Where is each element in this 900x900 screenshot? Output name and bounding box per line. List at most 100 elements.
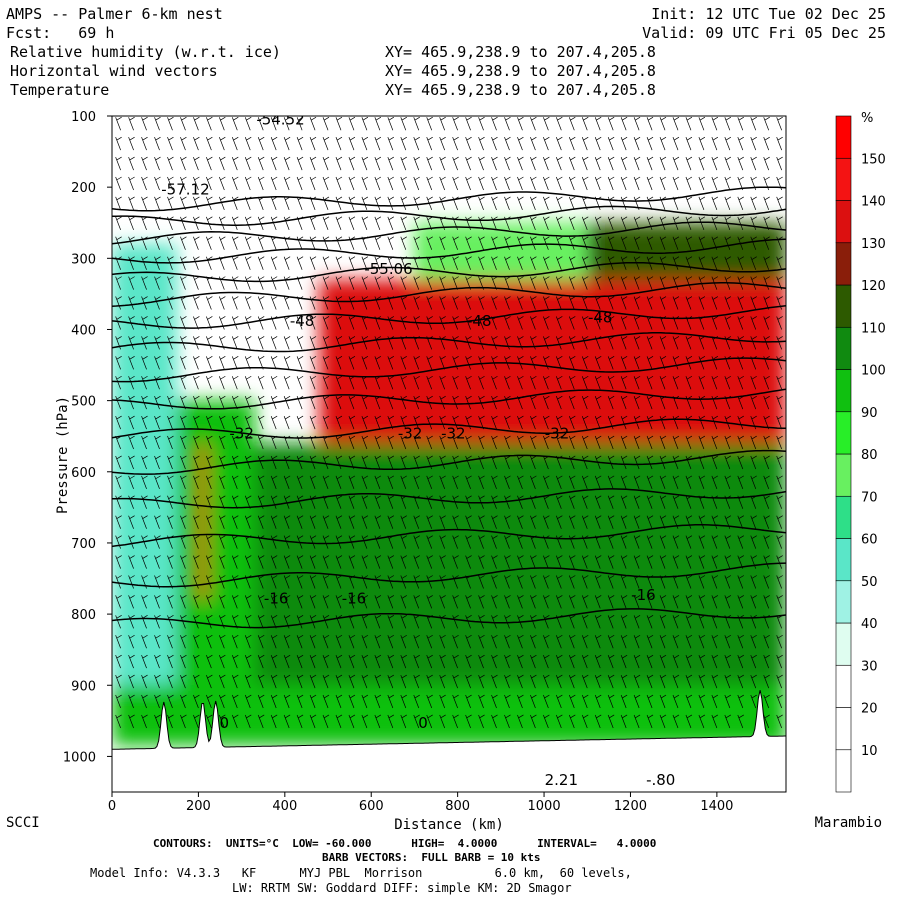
wind-barb <box>452 654 459 669</box>
wind-barb <box>581 176 589 191</box>
wind-barb <box>452 535 459 549</box>
wind-barb <box>478 136 485 151</box>
wind-barb <box>400 535 407 549</box>
wind-barb <box>581 595 589 609</box>
wind-barb <box>167 156 174 171</box>
wind-barb <box>413 216 420 230</box>
wind-barb <box>478 595 485 609</box>
wind-barb <box>750 674 757 689</box>
wind-barb <box>296 674 304 689</box>
wind-barb <box>737 575 744 589</box>
wind-barb <box>361 395 369 410</box>
wind-barb <box>633 674 641 689</box>
wind-barb <box>322 176 330 191</box>
wind-barb <box>115 395 122 410</box>
wind-barb <box>646 475 654 489</box>
wind-barb <box>672 136 680 151</box>
wind-barb <box>659 236 667 250</box>
wind-barb <box>439 714 446 729</box>
temperature-contour-label: 0 <box>418 714 428 732</box>
wind-barb <box>530 156 537 171</box>
wind-barb <box>206 435 213 450</box>
wind-barb <box>244 375 252 390</box>
wind-barb <box>270 495 278 509</box>
wind-barb <box>387 515 395 529</box>
wind-barb <box>296 654 304 669</box>
wind-barb <box>556 654 563 669</box>
field-label-temperature: Temperature <box>10 81 110 99</box>
wind-barb <box>296 714 304 729</box>
wind-barb <box>478 296 485 310</box>
wind-barb <box>154 535 161 549</box>
wind-barb <box>426 415 433 430</box>
wind-barb <box>517 595 524 609</box>
wind-barb <box>154 674 161 689</box>
wind-barb <box>750 375 757 390</box>
wind-barb <box>581 714 589 729</box>
wind-barb <box>568 415 576 430</box>
wind-barb <box>219 116 226 131</box>
wind-barb <box>322 375 330 390</box>
wind-barb <box>530 296 537 310</box>
wind-barb <box>452 395 459 410</box>
wind-barb <box>128 515 135 529</box>
wind-barb <box>400 515 407 529</box>
wind-barb <box>478 415 485 430</box>
wind-barb <box>685 236 693 250</box>
wind-barb <box>465 395 472 410</box>
wind-barb <box>581 256 589 270</box>
wind-barb <box>776 375 783 390</box>
wind-barb <box>270 595 278 609</box>
wind-barb <box>387 455 395 470</box>
wind-barb <box>543 216 550 230</box>
wind-barb <box>361 435 369 450</box>
wind-barb <box>568 674 576 689</box>
wind-barb <box>530 694 537 709</box>
wind-barb <box>685 136 693 151</box>
wind-barb <box>322 156 330 171</box>
wind-barb <box>776 316 783 330</box>
wind-barb <box>556 256 563 270</box>
wind-barb <box>296 116 304 131</box>
wind-barb <box>543 435 550 450</box>
wind-barb <box>115 415 122 430</box>
wind-barb <box>167 455 174 470</box>
wind-barb <box>322 575 330 589</box>
wind-barb <box>607 276 615 290</box>
wind-barb <box>167 176 174 191</box>
wind-barb <box>724 116 732 131</box>
wind-barb <box>387 356 395 370</box>
wind-barb <box>491 296 498 310</box>
wind-barb <box>517 316 524 330</box>
wind-barb <box>491 375 498 390</box>
wind-barb <box>737 634 744 649</box>
wind-barb <box>517 654 524 669</box>
wind-barb <box>219 674 226 689</box>
wind-barb <box>115 714 122 729</box>
wind-barb <box>439 654 446 669</box>
wind-barb <box>348 555 356 569</box>
wind-barb <box>594 495 602 509</box>
colorbar-swatch <box>835 200 852 244</box>
model-info: Model Info: V4.3.3 KF MYJ PBL Morrison 6… <box>90 866 632 880</box>
wind-barb <box>581 276 589 290</box>
wind-barb <box>543 415 550 430</box>
wind-barb <box>361 654 369 669</box>
wind-barb <box>413 415 420 430</box>
wind-barb <box>594 595 602 609</box>
wind-barb <box>543 296 550 310</box>
wind-barb <box>348 316 356 330</box>
wind-barb <box>698 156 706 171</box>
wind-barb <box>257 336 265 350</box>
wind-barb <box>413 375 420 390</box>
wind-barb <box>206 156 213 171</box>
wind-barb <box>672 356 680 370</box>
wind-barb <box>283 575 291 589</box>
wind-barb <box>231 256 239 270</box>
wind-barb <box>607 654 615 669</box>
wind-barb <box>231 216 239 230</box>
temperature-contour <box>112 332 786 353</box>
temperature-contour <box>112 205 786 226</box>
wind-barb <box>193 654 200 669</box>
wind-barb <box>672 475 680 489</box>
